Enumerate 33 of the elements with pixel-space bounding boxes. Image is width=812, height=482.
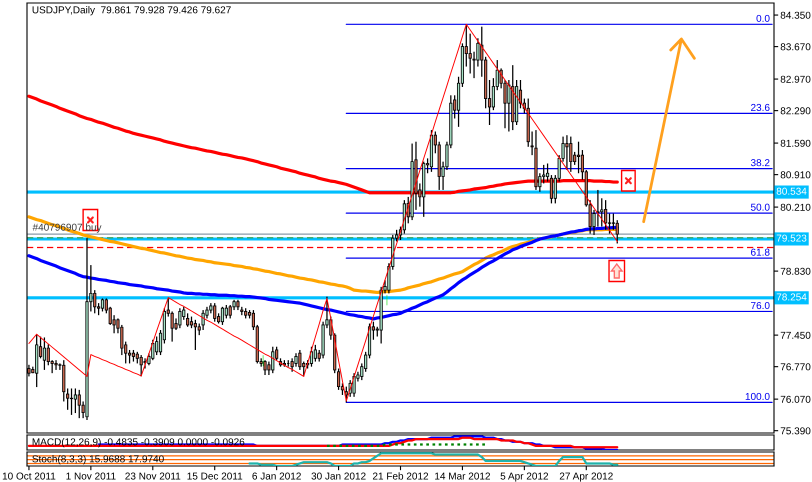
y-tick-label: 76.070 [780, 396, 810, 403]
x-tick-label: 10 Oct 2011 [2, 472, 56, 480]
series-label: 38.2 [750, 159, 770, 166]
series-label: 76.0 [751, 302, 770, 310]
y-tick-label: 77.450 [780, 332, 810, 339]
y-tick-label: 82.290 [780, 107, 810, 114]
y-tick-label: 81.590 [780, 140, 810, 147]
series-label: 50.0 [750, 204, 770, 211]
x-tick-label: 14 Mar 2012 [435, 472, 490, 480]
ref-line-label: 78.254 [776, 293, 807, 301]
y-tick-label: 84.350 [780, 12, 810, 19]
series-label: 61.8 [751, 248, 770, 256]
y-tick-label: 80.910 [780, 171, 810, 178]
ref-line-label: 80.534 [776, 188, 807, 195]
series-label: 23.6 [751, 104, 770, 112]
x-tick-label: 5 Apr 2012 [500, 472, 548, 482]
x-tick-label: 23 Nov 2011 [125, 472, 180, 480]
x-tick-label: 27 Apr 2012 [560, 472, 613, 482]
y-tick-label: 76.770 [780, 363, 810, 370]
x-tick-label: 6 Jan 2012 [252, 472, 301, 480]
y-tick-label: 83.670 [780, 43, 810, 50]
y-tick-label: 82.970 [780, 76, 810, 83]
x-tick-label: 15 Dec 2011 [187, 472, 242, 480]
series-label: 0.0 [756, 14, 770, 22]
y-tick-label: 80.210 [780, 204, 810, 211]
series-label: 100.0 [746, 392, 770, 400]
x-tick-label: 30 Jan 2012 [311, 472, 366, 480]
x-tick-label: 1 Nov 2011 [66, 472, 116, 480]
ref-line-label: 79.523 [776, 234, 806, 242]
y-tick-label: 78.830 [780, 268, 810, 275]
x-tick-label: 21 Feb 2012 [372, 472, 428, 480]
chart-title: USDJPY,Daily 79.861 79.928 79.426 79.627 [32, 6, 231, 16]
y-tick-label: 75.390 [780, 427, 810, 434]
